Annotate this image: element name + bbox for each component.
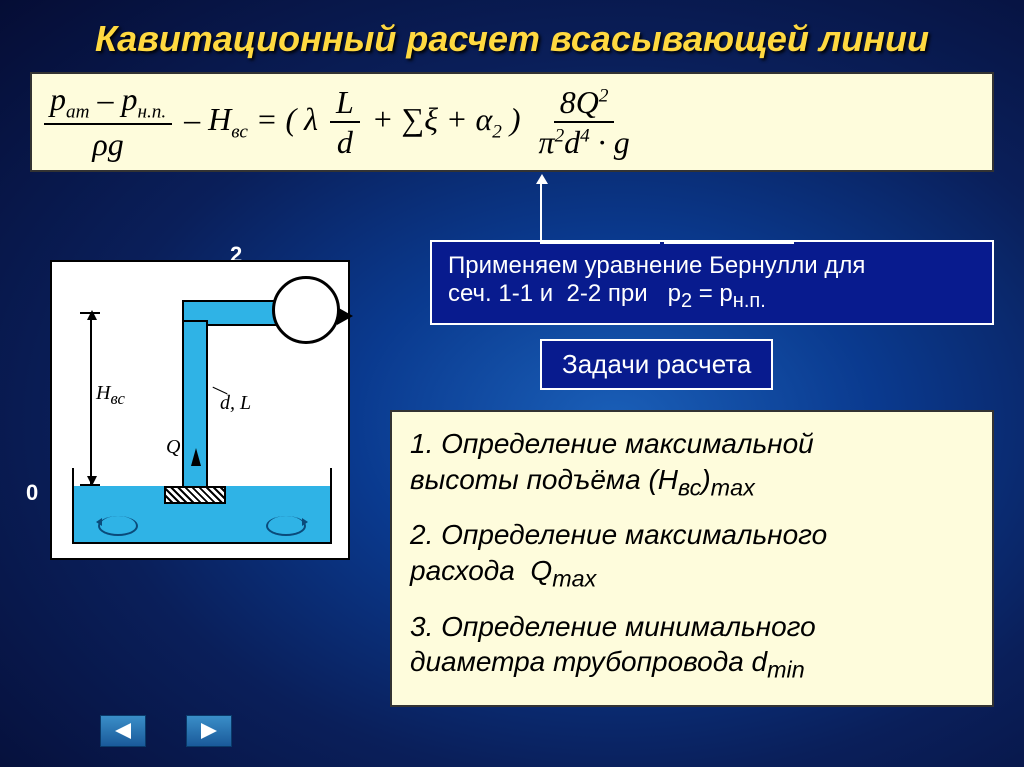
dim-tick-bot [80, 484, 100, 486]
fraction-Ld: L d [330, 83, 360, 162]
task-2: 2. Определение максимальногорасхода Qmax [410, 517, 974, 594]
formula-mid: – Hвс = ( λ [184, 101, 318, 143]
strainer [164, 486, 226, 504]
triangle-right-icon [199, 722, 219, 740]
swirl-right [266, 516, 306, 536]
triangle-left-icon [113, 722, 133, 740]
task-3: 3. Определение минимальногодиаметра труб… [410, 609, 974, 686]
flow-arrow-icon [191, 448, 201, 466]
pump-icon [272, 276, 340, 344]
tasks-heading: Задачи расчета [540, 339, 773, 390]
formula-sum: + ∑ξ + α2 ) [372, 101, 521, 143]
prev-button[interactable] [100, 715, 146, 747]
connector-arrow-icon [540, 184, 660, 244]
next-button[interactable] [186, 715, 232, 747]
nav-controls [100, 715, 232, 747]
slide-title: Кавитационный расчет всасывающей линии [0, 0, 1024, 60]
swirl-left [98, 516, 138, 536]
formula-box: pат – pн.п. ρg – Hвс = ( λ L d + ∑ξ + α2… [30, 72, 994, 172]
diagram: 2 2 0 1 1 0 Hвс d, L Q [30, 250, 370, 570]
task-1: 1. Определение максимальнойвысоты подъём… [410, 426, 974, 503]
dimension-hvc [90, 312, 92, 484]
tasks-panel: 1. Определение максимальнойвысоты подъём… [390, 410, 994, 707]
fraction-p: pат – pн.п. ρg [44, 80, 172, 164]
section-0-left: 0 [26, 480, 38, 506]
dim-tick-top [80, 312, 100, 314]
diagram-canvas: Hвс d, L Q [50, 260, 350, 560]
fraction-Q: 8Q2 π2d4 · g [533, 83, 636, 162]
bernoulli-note: Применяем уравнение Бернулли длясеч. 1-1… [430, 240, 994, 325]
